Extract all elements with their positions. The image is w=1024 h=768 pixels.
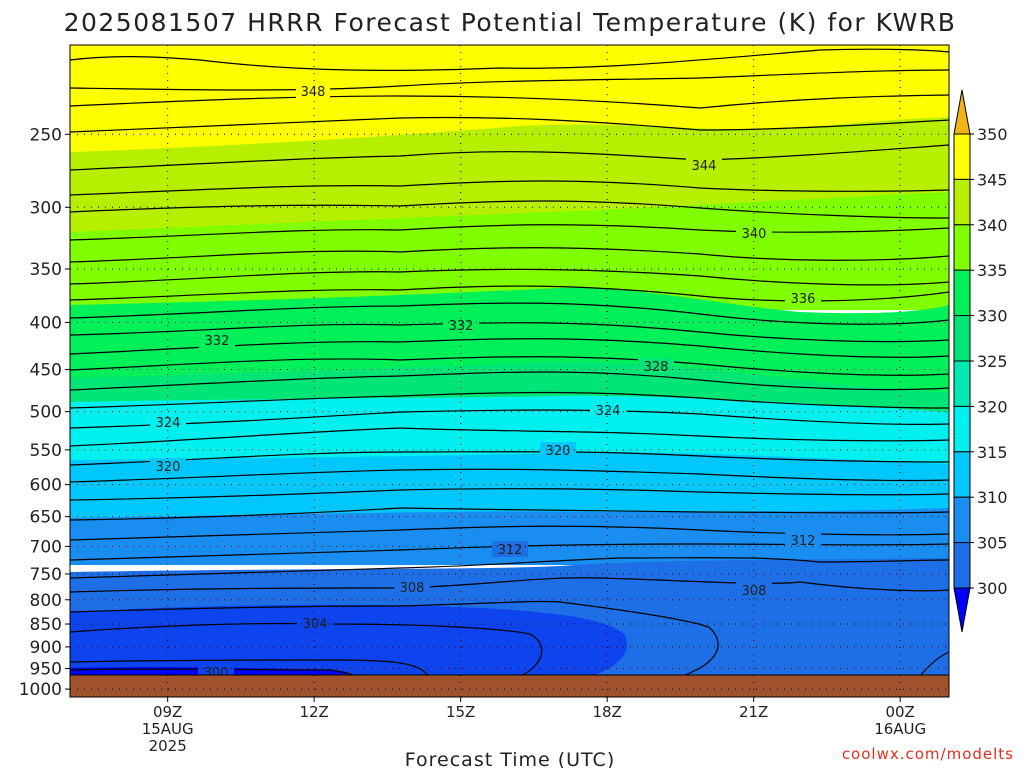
colorbar-label: 335 <box>977 261 1008 280</box>
x-tick-label: 21Z <box>739 703 768 721</box>
contour-label-344: 344 <box>686 157 722 174</box>
svg-text:336: 336 <box>791 292 816 307</box>
y-tick-label: 700 <box>30 537 62 557</box>
x-tick-label: 00Z <box>885 703 914 721</box>
x-tick-sublabel: 16AUG <box>874 720 926 738</box>
x-tick-sublabel: 15AUG <box>142 720 194 738</box>
contour-label-320b: 320 <box>540 442 576 459</box>
contour-label-336: 336 <box>785 290 821 307</box>
svg-text:332: 332 <box>205 334 230 349</box>
x-tick-label: 12Z <box>299 703 328 721</box>
band-320-325 <box>70 395 949 470</box>
colorbar-label: 350 <box>977 125 1008 144</box>
svg-text:344: 344 <box>692 159 717 174</box>
y-tick-label: 400 <box>30 313 62 333</box>
y-tick-label: 800 <box>30 591 62 611</box>
colorbar-label: 325 <box>977 352 1008 371</box>
band-335-340 <box>70 192 949 310</box>
contour-label-324b: 324 <box>590 402 626 419</box>
colorbar-segment <box>953 315 971 362</box>
x-tick-sublabel: 2025 <box>149 737 187 755</box>
contour-label-348: 348 <box>296 83 330 100</box>
contour-label-312b: 312 <box>785 532 821 549</box>
x-tick-label: 09Z <box>153 703 182 721</box>
y-tick-label: 600 <box>30 476 62 496</box>
band-310-315 <box>70 508 949 565</box>
y-tick-label: 900 <box>30 638 62 658</box>
x-axis-label: Forecast Time (UTC) <box>405 749 615 768</box>
colorbar-max-arrow <box>953 89 971 135</box>
colorbar-segment <box>953 178 971 226</box>
terrain <box>70 675 949 697</box>
watermark: coolwx.com/modelts <box>842 745 1014 763</box>
y-tick-label: 250 <box>30 125 62 145</box>
y-tick-label: 650 <box>30 508 62 528</box>
svg-text:332: 332 <box>449 319 474 334</box>
contour-lines <box>70 48 949 677</box>
plot-area: 348 344 340 336 332 332 328 324 324 320 … <box>70 45 949 697</box>
colorbar: 300 305 310 315 320 325 330 335 340 345 350 <box>953 89 1008 633</box>
svg-text:328: 328 <box>644 360 669 375</box>
svg-text:312: 312 <box>791 534 816 549</box>
contour-label-328: 328 <box>638 358 674 375</box>
contour-label-332a: 332 <box>199 332 235 349</box>
colorbar-label: 345 <box>977 170 1008 189</box>
colorbar-segment <box>953 451 971 498</box>
colorbar-segment <box>953 405 971 453</box>
svg-text:320: 320 <box>156 460 181 475</box>
band-300-305 <box>70 604 627 675</box>
colorbar-segment <box>953 542 971 589</box>
chart-title: 2025081507 HRRR Forecast Potential Tempe… <box>64 8 957 37</box>
contour-label-332b: 332 <box>443 317 479 334</box>
colorbar-segment <box>953 360 971 407</box>
contour-label-324a: 324 <box>150 414 186 431</box>
svg-text:312: 312 <box>498 543 523 558</box>
colorbar-label: 320 <box>977 397 1008 416</box>
y-tick-label: 750 <box>30 565 62 585</box>
svg-text:308: 308 <box>400 581 425 596</box>
colorbar-label: 315 <box>977 443 1008 462</box>
y-axis: 250 300 350 400 450 500 550 600 650 700 750 800 850 9… <box>19 125 70 700</box>
colorbar-segment <box>953 224 971 271</box>
svg-text:348: 348 <box>301 85 326 100</box>
band-315-320 <box>70 452 949 520</box>
contour-label-308a: 308 <box>394 579 430 596</box>
contour-label-312a: 312 <box>492 541 528 558</box>
colorbar-segment <box>953 496 971 544</box>
contour-labels: 348 344 340 336 332 332 328 324 324 320 … <box>150 83 821 681</box>
y-tick-label: 550 <box>30 441 62 461</box>
colorbar-segment <box>953 133 971 180</box>
y-tick-label: 850 <box>30 615 62 635</box>
x-tick-label: 18Z <box>592 703 621 721</box>
y-tick-label: 950 <box>30 660 62 680</box>
x-tick-label: 15Z <box>446 703 475 721</box>
svg-text:320: 320 <box>546 444 571 459</box>
svg-text:324: 324 <box>596 404 621 419</box>
colorbar-label: 340 <box>977 216 1008 235</box>
colorbar-label: 305 <box>977 534 1008 553</box>
y-tick-label: 500 <box>30 403 62 423</box>
plot-frame <box>69 44 950 698</box>
y-tick-label: 450 <box>30 361 62 381</box>
colorbar-label: 330 <box>977 307 1008 326</box>
y-tick-label: 350 <box>30 260 62 280</box>
colorbar-label: 300 <box>977 579 1008 598</box>
y-tick-label: 300 <box>30 198 62 218</box>
colorbar-segment <box>953 269 971 317</box>
contour-label-304: 304 <box>297 615 333 632</box>
colorbar-min-arrow <box>953 587 971 633</box>
y-tick-label: 1000 <box>19 680 62 700</box>
colorbar-label: 310 <box>977 488 1008 507</box>
